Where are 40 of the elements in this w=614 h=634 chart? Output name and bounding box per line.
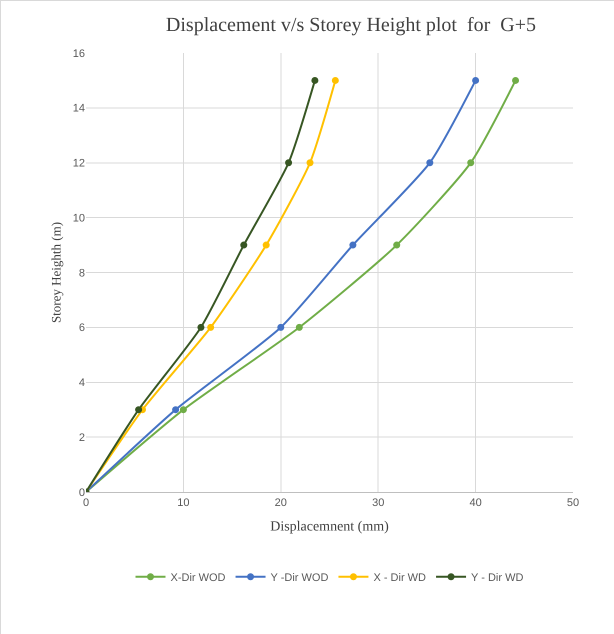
x-tick-label: 40 xyxy=(469,497,482,510)
point xyxy=(393,242,400,249)
y-tick-label: 2 xyxy=(78,432,85,444)
point xyxy=(311,76,318,84)
chart-title: Displacement v/s Storey Height plot for G+5 xyxy=(166,14,536,36)
point xyxy=(332,76,339,84)
y-tick-label: 0 xyxy=(78,486,85,499)
x-tick-label: 30 xyxy=(372,497,384,510)
legend-label: Y - Dir WD xyxy=(471,572,524,584)
x-axis-title: Displacemnent (mm) xyxy=(270,520,390,534)
y-tick-label: 10 xyxy=(72,212,85,224)
point xyxy=(135,406,142,414)
point xyxy=(172,406,180,414)
point xyxy=(467,159,474,166)
point xyxy=(197,324,204,331)
legend-label: Y -Dir WOD xyxy=(270,572,328,584)
legend-label: X-Dir WOD xyxy=(170,572,226,584)
y-tick-label: 8 xyxy=(78,267,85,280)
y-tick-label: 4 xyxy=(78,377,85,390)
x-tick-label: 50 xyxy=(566,497,580,510)
point xyxy=(306,159,314,166)
point xyxy=(180,406,187,414)
point xyxy=(296,324,303,331)
point xyxy=(277,324,284,331)
y-tick-label: 16 xyxy=(72,48,85,60)
point xyxy=(426,159,434,166)
point xyxy=(512,76,520,84)
x-tick-label: 10 xyxy=(177,497,190,510)
y-axis-title: Storey Heighth (m) xyxy=(48,222,64,324)
point xyxy=(472,76,480,84)
point xyxy=(240,242,248,249)
point xyxy=(285,159,292,166)
point xyxy=(207,324,214,331)
point xyxy=(262,242,270,249)
legend-label: X - Dir WD xyxy=(373,572,426,584)
y-tick-label: 12 xyxy=(72,158,85,170)
y-tick-label: 6 xyxy=(78,322,85,334)
x-tick-label: 20 xyxy=(274,497,287,510)
point xyxy=(349,242,356,249)
y-tick-label: 14 xyxy=(72,102,85,115)
